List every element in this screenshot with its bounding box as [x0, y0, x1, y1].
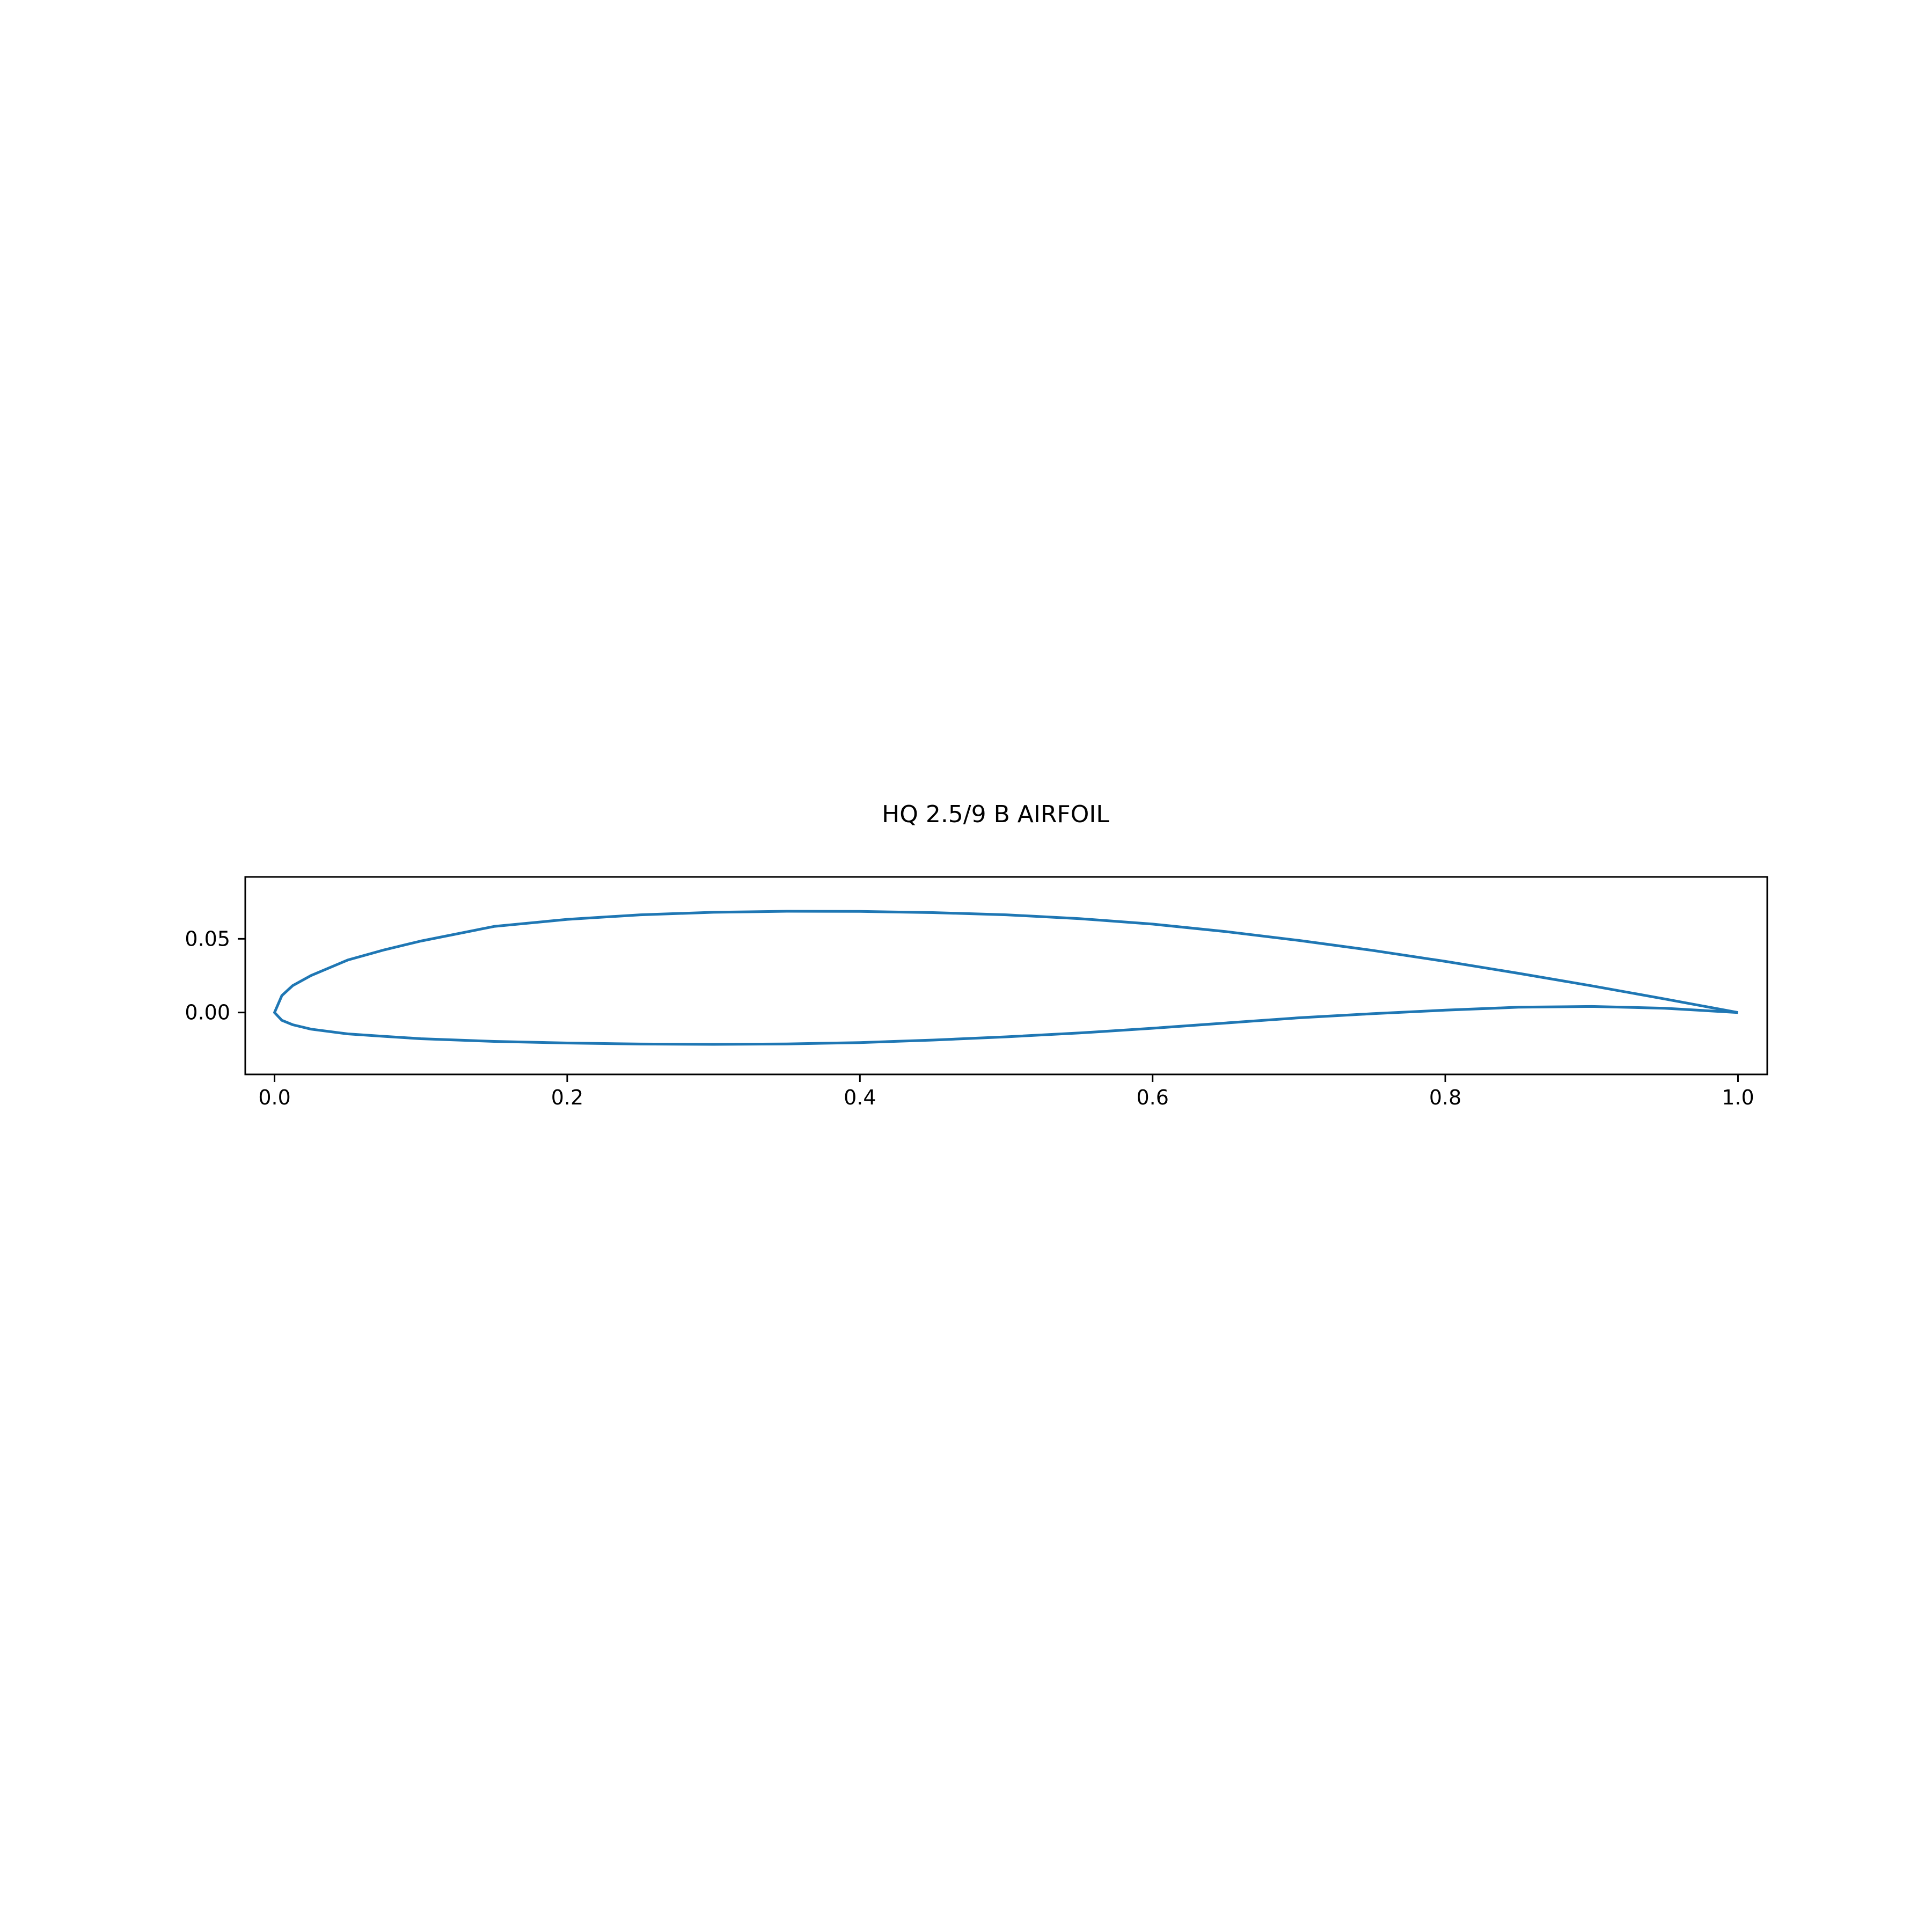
x-tick-label: 0.2: [551, 1086, 583, 1109]
x-tick-label: 0.8: [1429, 1086, 1461, 1109]
x-tick-label: 0.4: [844, 1086, 876, 1109]
axis-ticks: 0.0 0.2 0.4 0.6 0.8 1.0 0.00 0.05: [185, 927, 1754, 1109]
axes-frame: [244, 876, 1768, 1075]
airfoil-profile-line: [273, 910, 1738, 1046]
y-tick-label: 0.00: [185, 1001, 230, 1024]
x-tick-label: 1.0: [1722, 1086, 1754, 1109]
y-tick-label: 0.05: [185, 927, 230, 950]
chart-title: HQ 2.5/9 B AIRFOIL: [882, 801, 1109, 828]
x-tick-label: 0.6: [1136, 1086, 1168, 1109]
x-tick-label: 0.0: [258, 1086, 290, 1109]
plot-area: [273, 910, 1738, 1046]
